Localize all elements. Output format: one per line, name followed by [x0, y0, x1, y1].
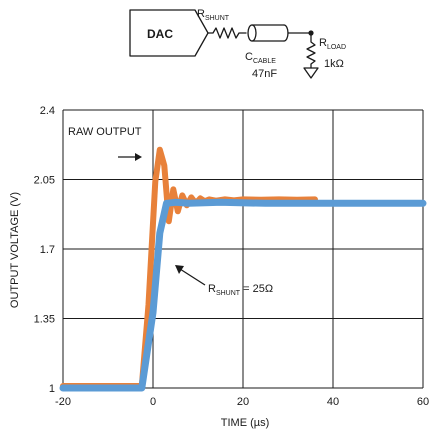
chart: -20 0 20 40 60 1 1.35 1.7 2.05 2.4 TIME (µs) OUT…	[9, 105, 429, 429]
x-tick-label: 40	[327, 396, 339, 408]
grid-lines	[62, 109, 424, 389]
rshunt-output-line	[59, 198, 427, 392]
x-tick-label: 0	[150, 396, 156, 408]
ccable-value: 47nF	[252, 68, 277, 80]
load-resistor-symbol	[306, 32, 316, 69]
x-tick-label: -20	[55, 396, 71, 408]
rshunt-arrow	[175, 265, 206, 286]
ground-symbol	[303, 67, 319, 79]
y-tick-label: 2.05	[34, 175, 55, 187]
y-tick-label: 1.7	[40, 244, 55, 256]
rshunt-annotation: RSHUNT = 25Ω	[208, 283, 273, 297]
rload-label: RLOAD	[319, 37, 346, 51]
x-tick-label: 60	[417, 396, 429, 408]
series-layer	[59, 146, 427, 392]
shunt-resistor-symbol	[207, 27, 247, 39]
rshunt-label: RSHUNT	[197, 8, 230, 22]
x-axis-label: TIME (µs)	[221, 417, 270, 429]
y-tick-labels: 1 1.35 1.7 2.05 2.4	[34, 105, 55, 395]
y-tick-label: 2.4	[40, 105, 55, 117]
y-tick-label: 1.35	[34, 314, 55, 326]
raw-output-arrow	[118, 153, 142, 161]
dac-block	[129, 9, 209, 57]
cable-symbol	[247, 24, 312, 42]
raw-output-annotation: RAW OUTPUT	[68, 126, 142, 138]
x-tick-labels: -20 0 20 40 60	[55, 396, 429, 408]
schematic: DAC RSHUNT CCABLE 47nF RLOAD 1kΩ	[129, 8, 346, 80]
ccable-label: CCABLE	[245, 51, 276, 65]
x-tick-label: 20	[237, 396, 249, 408]
raw-output-line	[60, 146, 318, 389]
y-tick-label: 1	[49, 383, 55, 395]
dac-label: DAC	[147, 27, 173, 41]
rload-value: 1kΩ	[324, 58, 344, 70]
y-axis-label: OUTPUT VOLTAGE (V)	[9, 192, 21, 308]
